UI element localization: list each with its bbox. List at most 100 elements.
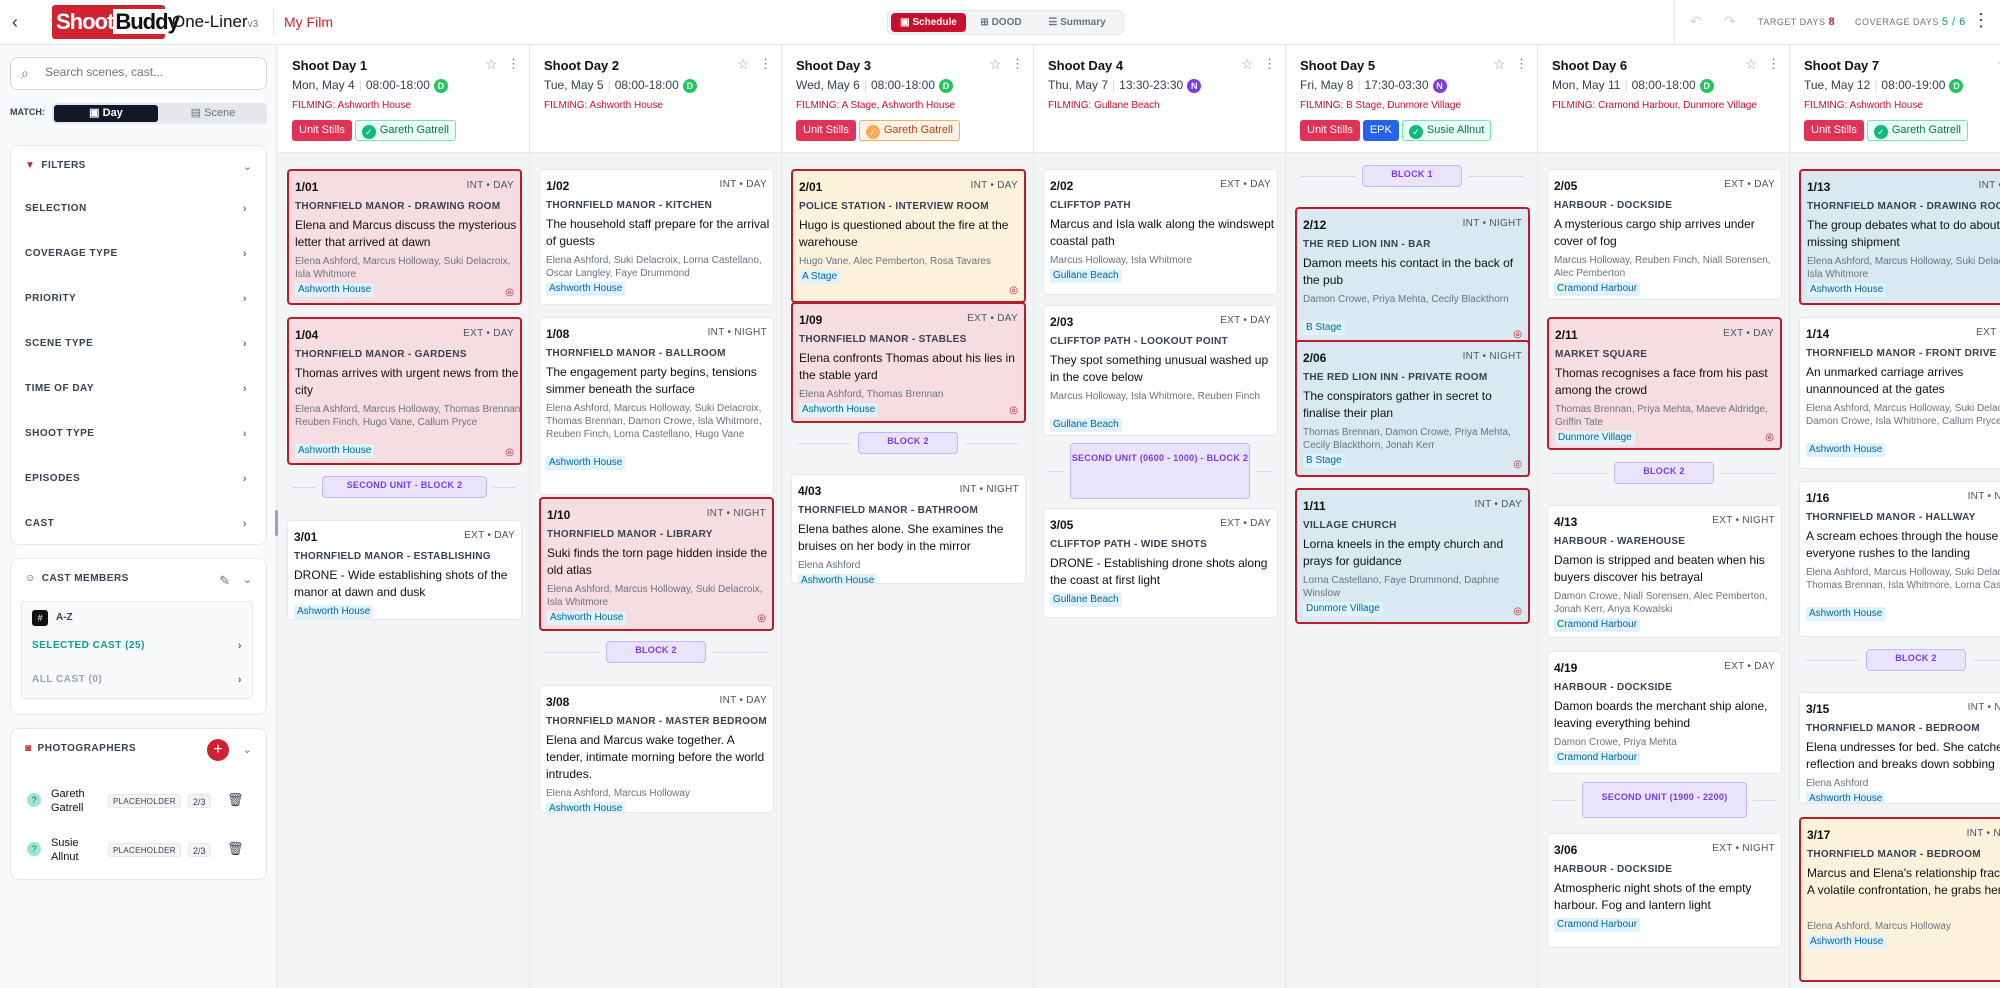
match-day-option[interactable]: ▣ Day bbox=[54, 105, 158, 122]
sort-label[interactable]: A-Z bbox=[56, 612, 73, 623]
scene-card[interactable]: 1/09 EXT • DAY THORNFIELD MANOR - STABLE… bbox=[791, 302, 1026, 423]
filter-scene-type[interactable]: SCENE TYPE › bbox=[25, 338, 247, 350]
scene-card[interactable]: 1/08 INT • NIGHT THORNFIELD MANOR - BALL… bbox=[539, 317, 774, 495]
chevron-down-icon[interactable]: ⌄ bbox=[242, 574, 252, 586]
star-icon[interactable]: ☆ bbox=[1745, 56, 1758, 72]
more-menu-icon[interactable]: ⋮ bbox=[1972, 10, 1990, 30]
coverage-tag[interactable]: EPK bbox=[1362, 120, 1399, 141]
day-title[interactable]: Shoot Day 2 bbox=[544, 58, 620, 73]
day-title[interactable]: Shoot Day 4 bbox=[1048, 58, 1124, 73]
coverage-tag[interactable]: Unit Stills bbox=[796, 120, 856, 141]
photographer-row[interactable]: ? Susie Allnut PLACEHOLDER 2/3 🗑 bbox=[27, 833, 257, 867]
block-divider[interactable]: SECOND UNIT (1900 - 2200) bbox=[1582, 782, 1747, 818]
scene-card[interactable]: 1/11 INT • DAY VILLAGE CHURCH Lorna knee… bbox=[1295, 488, 1530, 624]
sidebar-resize-handle[interactable] bbox=[275, 510, 278, 536]
scene-card[interactable]: 2/03 EXT • DAY CLIFFTOP PATH - LOOKOUT P… bbox=[1043, 305, 1278, 436]
coverage-tag[interactable]: ✓ Gareth Gatrell bbox=[354, 120, 456, 141]
scene-card[interactable]: 2/01 INT • DAY POLICE STATION - INTERVIE… bbox=[791, 169, 1026, 303]
undo-icon[interactable]: ↶ bbox=[1690, 13, 1702, 29]
photographers-header[interactable]: ◙ PHOTOGRAPHERS bbox=[25, 743, 136, 754]
block-divider[interactable]: SECOND UNIT - BLOCK 2 bbox=[322, 476, 487, 498]
more-options-icon[interactable]: ⋮ bbox=[1263, 56, 1276, 71]
filter-shoot-type[interactable]: SHOOT TYPE › bbox=[25, 428, 247, 440]
scene-card[interactable]: 1/16 INT • NIGHT THORNFIELD MANOR - HALL… bbox=[1799, 481, 2000, 637]
scene-card[interactable]: 4/03 INT • NIGHT THORNFIELD MANOR - BATH… bbox=[791, 474, 1026, 584]
scene-card[interactable]: 3/08 INT • DAY THORNFIELD MANOR - MASTER… bbox=[539, 685, 774, 813]
block-divider[interactable]: BLOCK 2 bbox=[1614, 462, 1714, 484]
day-title[interactable]: Shoot Day 5 bbox=[1300, 58, 1376, 73]
filter-cast[interactable]: CAST › bbox=[25, 518, 247, 530]
more-options-icon[interactable]: ⋮ bbox=[759, 56, 772, 71]
scene-card[interactable]: 4/13 EXT • NIGHT HARBOUR - WAREHOUSE Dam… bbox=[1547, 505, 1782, 638]
photographers-panel: ◙ PHOTOGRAPHERS + ⌄ ? Gareth Gatrell PLAC… bbox=[10, 728, 267, 880]
scene-card[interactable]: 3/06 EXT • NIGHT HARBOUR - DOCKSIDE Atmo… bbox=[1547, 833, 1782, 948]
scene-card[interactable]: 1/13 INT • DAY THORNFIELD MANOR - DRAWIN… bbox=[1799, 169, 2000, 305]
film-title[interactable]: My Film bbox=[284, 14, 333, 30]
star-icon[interactable]: ☆ bbox=[1241, 56, 1254, 72]
more-options-icon[interactable]: ⋮ bbox=[1515, 56, 1528, 71]
back-arrow-icon[interactable]: ‹ bbox=[12, 12, 18, 32]
scene-card[interactable]: 1/04 EXT • DAY THORNFIELD MANOR - GARDEN… bbox=[287, 317, 522, 465]
sort-icon[interactable]: # bbox=[32, 610, 48, 626]
filter-time-of-day[interactable]: TIME OF DAY › bbox=[25, 383, 247, 395]
scene-card[interactable]: 2/05 EXT • DAY HARBOUR - DOCKSIDE A myst… bbox=[1547, 169, 1782, 300]
coverage-tag[interactable]: ⁄ Gareth Gatrell bbox=[858, 120, 960, 141]
more-options-icon[interactable]: ⋮ bbox=[507, 56, 520, 71]
filters-header[interactable]: ▼ FILTERS bbox=[25, 160, 86, 171]
block-divider[interactable]: BLOCK 2 bbox=[606, 641, 706, 663]
edit-pencil-icon[interactable]: ✎ bbox=[219, 573, 230, 588]
scene-card[interactable]: 1/01 INT • DAY THORNFIELD MANOR - DRAWIN… bbox=[287, 169, 522, 305]
day-title[interactable]: Shoot Day 6 bbox=[1552, 58, 1628, 73]
cast-members-header[interactable]: ☺ CAST MEMBERS bbox=[25, 573, 129, 584]
day-title[interactable]: Shoot Day 1 bbox=[292, 58, 368, 73]
more-options-icon[interactable]: ⋮ bbox=[1767, 56, 1780, 71]
block-divider[interactable]: BLOCK 2 bbox=[858, 432, 958, 454]
star-icon[interactable]: ☆ bbox=[737, 56, 750, 72]
trash-icon[interactable]: 🗑 bbox=[227, 841, 244, 856]
coverage-tag[interactable]: Unit Stills bbox=[1804, 120, 1864, 141]
block-divider[interactable]: SECOND UNIT (0600 - 1000) - BLOCK 2 bbox=[1070, 443, 1250, 499]
chevron-down-icon[interactable]: ⌄ bbox=[242, 744, 252, 756]
star-icon[interactable]: ☆ bbox=[1997, 56, 2000, 73]
scene-card[interactable]: 3/15 INT • NIGHT THORNFIELD MANOR - BEDR… bbox=[1799, 692, 2000, 804]
add-photographer-button[interactable]: + bbox=[207, 739, 229, 761]
scene-card[interactable]: 2/12 INT • NIGHT THE RED LION INN - BAR … bbox=[1295, 207, 1530, 347]
redo-icon[interactable]: ↷ bbox=[1724, 13, 1736, 29]
day-title[interactable]: Shoot Day 3 bbox=[796, 58, 872, 73]
tab-dood[interactable]: ⊞ DOOD bbox=[970, 13, 1032, 32]
search-input[interactable] bbox=[45, 65, 255, 79]
filter-selection[interactable]: SELECTION › bbox=[25, 203, 247, 215]
scene-card[interactable]: 2/02 EXT • DAY CLIFFTOP PATH Marcus and … bbox=[1043, 169, 1278, 295]
more-options-icon[interactable]: ⋮ bbox=[1011, 56, 1024, 71]
selected-cast-row[interactable]: SELECTED CAST (25) › bbox=[32, 640, 242, 652]
coverage-tag[interactable]: ✓ Gareth Gatrell bbox=[1866, 120, 1968, 141]
block-divider[interactable]: BLOCK 2 bbox=[1866, 649, 1966, 671]
block-divider[interactable]: BLOCK 1 bbox=[1362, 165, 1462, 187]
tab-schedule[interactable]: ▣ Schedule bbox=[891, 13, 966, 32]
scene-card[interactable]: 1/02 INT • DAY THORNFIELD MANOR - KITCHE… bbox=[539, 169, 774, 305]
coverage-tag[interactable]: Unit Stills bbox=[1300, 120, 1360, 141]
filter-priority[interactable]: PRIORITY › bbox=[25, 293, 247, 305]
scene-card[interactable]: 1/10 INT • NIGHT THORNFIELD MANOR - LIBR… bbox=[539, 497, 774, 631]
scene-card[interactable]: 1/14 EXT • DAY THORNFIELD MANOR - FRONT … bbox=[1799, 317, 2000, 469]
filter-episodes[interactable]: EPISODES › bbox=[25, 473, 247, 485]
scene-card[interactable]: 3/05 EXT • DAY CLIFFTOP PATH - WIDE SHOT… bbox=[1043, 508, 1278, 618]
coverage-tag[interactable]: Unit Stills bbox=[292, 120, 352, 141]
scene-card[interactable]: 3/01 EXT • DAY THORNFIELD MANOR - ESTABL… bbox=[287, 520, 522, 620]
tab-summary[interactable]: ☰ Summary bbox=[1036, 13, 1118, 32]
coverage-tag[interactable]: ✓ Susie Allnut bbox=[1401, 120, 1492, 141]
all-cast-row[interactable]: ALL CAST (0) › bbox=[32, 674, 242, 686]
chevron-down-icon[interactable]: ⌄ bbox=[242, 161, 252, 173]
star-icon[interactable]: ☆ bbox=[485, 56, 498, 72]
trash-icon[interactable]: 🗑 bbox=[227, 792, 244, 807]
scene-card[interactable]: 3/17 INT • NIGHT THORNFIELD MANOR - BEDR… bbox=[1799, 817, 2000, 982]
scene-card[interactable]: 4/19 EXT • DAY HARBOUR - DOCKSIDE Damon … bbox=[1547, 651, 1782, 774]
scene-card[interactable]: 2/06 INT • NIGHT THE RED LION INN - PRIV… bbox=[1295, 340, 1530, 477]
match-scene-option[interactable]: ▤ Scene bbox=[161, 105, 265, 122]
star-icon[interactable]: ☆ bbox=[989, 56, 1002, 72]
star-icon[interactable]: ☆ bbox=[1493, 56, 1506, 72]
scene-card[interactable]: 2/11 EXT • DAY MARKET SQUARE Thomas reco… bbox=[1547, 317, 1782, 450]
photographer-row[interactable]: ? Gareth Gatrell PLACEHOLDER 2/3 🗑 bbox=[27, 784, 257, 818]
day-title[interactable]: Shoot Day 7 bbox=[1804, 58, 1880, 73]
filter-coverage-type[interactable]: COVERAGE TYPE › bbox=[25, 248, 247, 260]
